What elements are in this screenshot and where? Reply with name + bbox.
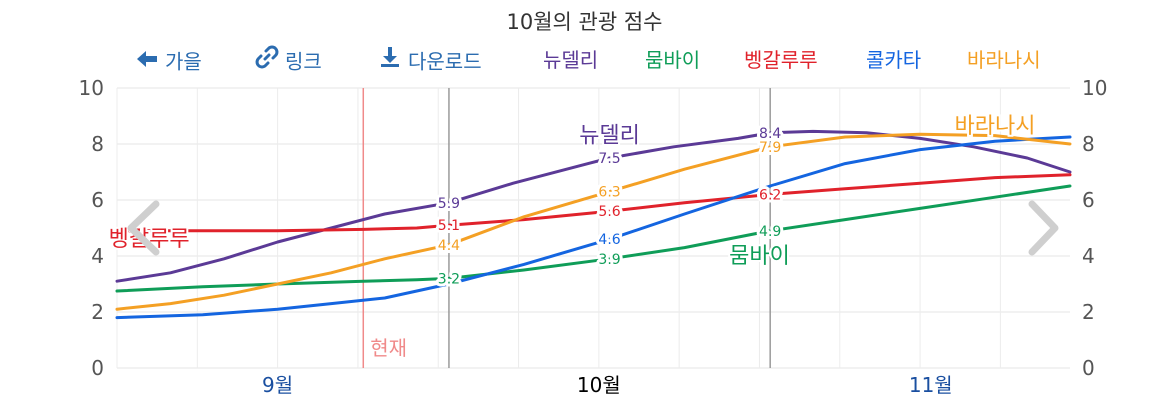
data-label: 4.6 — [598, 232, 620, 248]
series-name-label: 뉴델리 — [579, 124, 640, 149]
data-label: 6.3 — [598, 185, 620, 201]
y-tick-label: 0 — [91, 356, 104, 380]
chevron-right-icon — [1028, 200, 1059, 256]
next-button[interactable] — [1028, 200, 1059, 256]
y-tick-label: 2 — [91, 300, 104, 324]
download-icon — [378, 45, 402, 78]
y-tick-label: 4 — [1082, 244, 1095, 268]
data-label: 8.4 — [759, 126, 781, 142]
link-button-label: 링크 — [285, 49, 322, 74]
y-tick-label: 0 — [1082, 356, 1095, 380]
chart-title: 10월의 관광 점수 — [506, 10, 663, 34]
data-label: 3.9 — [598, 252, 620, 268]
legend-item-varanasi[interactable]: 바라나시 — [967, 48, 1041, 72]
data-label: 6.2 — [759, 187, 781, 203]
download-button[interactable]: 다운로드 — [378, 44, 482, 76]
chain-link-icon — [255, 45, 279, 78]
data-labels: 5.9 7.5 8.4 3.2 3.9 4.9 5.1 5.6 6.2 4.6 4.4 6.3 7.9 — [435, 123, 785, 291]
series-layer — [115, 129, 1072, 320]
legend-item-mumbai[interactable]: 뭄바이 — [645, 48, 701, 72]
x-tick-label: 9월 — [262, 373, 293, 397]
y-tick-label: 10 — [1082, 76, 1107, 100]
series-line — [115, 173, 1072, 233]
data-label: 3.2 — [438, 271, 460, 287]
link-button[interactable]: 링크 — [255, 44, 322, 76]
data-label: 7.5 — [598, 151, 620, 167]
back-button-label: 가을 — [165, 49, 202, 74]
y-tick-label: 4 — [91, 244, 104, 268]
x-axis: 9월 10월 11월 — [262, 373, 953, 397]
legend-item-bengaluru[interactable]: 벵갈루루 — [744, 48, 818, 72]
data-label: 5.6 — [598, 204, 620, 220]
series-line — [115, 184, 1072, 293]
y-axis-left: 0 2 4 6 8 10 — [79, 76, 104, 380]
y-axis-right: 0 2 4 6 8 10 — [1082, 76, 1107, 380]
y-tick-label: 8 — [91, 132, 104, 156]
series-name-label: 바라나시 — [955, 114, 1036, 139]
series-name-label: 뭄바이 — [729, 244, 790, 269]
y-tick-label: 10 — [79, 76, 104, 100]
data-label: 7.9 — [759, 140, 781, 156]
series-line — [115, 129, 1072, 283]
series-line — [115, 132, 1072, 311]
y-tick-label: 2 — [1082, 300, 1095, 324]
x-tick-label: 10월 — [577, 373, 621, 397]
chevron-left-icon — [127, 200, 160, 256]
now-marker-label: 현재 — [370, 336, 407, 360]
legend-item-new-delhi[interactable]: 뉴델리 — [543, 48, 599, 72]
data-label: 5.1 — [438, 218, 460, 234]
x-tick-label: 11월 — [909, 373, 953, 397]
y-tick-label: 8 — [1082, 132, 1095, 156]
toolbar: 가을 링크 다운로드 뉴델리 뭄바이 벵갈루루 콜카타 바라나시 — [0, 44, 1169, 76]
back-button[interactable]: 가을 — [135, 44, 202, 76]
period-markers: 현재 — [362, 88, 771, 368]
download-button-label: 다운로드 — [408, 49, 482, 74]
legend-item-kolkata[interactable]: 콜카타 — [866, 48, 922, 72]
data-label: 5.9 — [438, 196, 460, 212]
data-label: 4.9 — [759, 224, 781, 240]
y-tick-label: 6 — [91, 188, 104, 212]
y-tick-label: 6 — [1082, 188, 1095, 212]
prev-button[interactable] — [127, 200, 160, 256]
series-name-label: 벵갈루루 — [109, 227, 190, 252]
series-line — [115, 135, 1072, 320]
data-label: 4.4 — [438, 238, 460, 254]
arrow-left-icon — [135, 46, 159, 78]
